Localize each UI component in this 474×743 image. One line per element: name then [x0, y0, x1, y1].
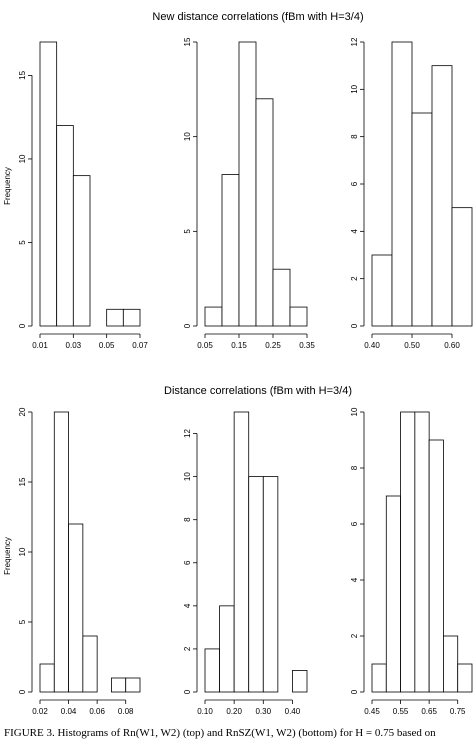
- y-tick-label: 4: [350, 229, 359, 234]
- bar: [431, 65, 453, 327]
- y-tick-label: 20: [18, 407, 27, 416]
- y-tick-label: 4: [183, 603, 192, 608]
- x-tick-label: 0.03: [66, 341, 82, 350]
- y-axis-label: Frequency: [3, 167, 12, 205]
- bar: [371, 663, 387, 693]
- bar: [400, 411, 416, 693]
- y-tick-label: 0: [18, 689, 27, 694]
- y-tick-label: 0: [183, 689, 192, 694]
- y-tick-label: 0: [350, 323, 359, 328]
- y-tick-label: 5: [18, 619, 27, 624]
- x-tick-label: 0.01: [32, 341, 48, 350]
- x-tick-label: 0.40: [285, 707, 301, 716]
- y-tick-label: 6: [350, 521, 359, 526]
- bar: [238, 41, 257, 327]
- x-tick-label: 0.60: [444, 341, 460, 350]
- x-tick-label: 0.30: [255, 707, 271, 716]
- y-tick-label: 5: [183, 229, 192, 234]
- bar: [428, 439, 444, 693]
- bar: [39, 41, 58, 327]
- bar: [255, 98, 274, 327]
- caption: FIGURE 3. Histograms of Rn(W1, W2) (top)…: [4, 727, 436, 739]
- y-tick-label: 4: [350, 577, 359, 582]
- x-tick-label: 0.75: [450, 707, 466, 716]
- y-tick-label: 10: [350, 84, 359, 93]
- bar: [233, 411, 250, 693]
- x-tick-label: 0.04: [61, 707, 77, 716]
- bar: [443, 635, 459, 693]
- y-tick-label: 6: [183, 560, 192, 565]
- x-tick-label: 0.35: [299, 341, 315, 350]
- x-tick-label: 0.10: [197, 707, 213, 716]
- bar: [122, 308, 141, 327]
- y-tick-label: 15: [183, 37, 192, 46]
- y-tick-label: 10: [350, 407, 359, 416]
- y-tick-label: 2: [183, 646, 192, 651]
- x-tick-label: 0.05: [99, 341, 115, 350]
- y-tick-label: 0: [18, 323, 27, 328]
- y-tick-label: 10: [18, 547, 27, 556]
- bar: [125, 677, 141, 693]
- bar: [457, 663, 473, 693]
- x-tick-label: 0.02: [32, 707, 48, 716]
- x-tick-label: 0.06: [89, 707, 105, 716]
- bar: [56, 125, 74, 327]
- bar: [451, 207, 473, 327]
- y-tick-label: 15: [18, 70, 27, 79]
- bar: [391, 41, 413, 327]
- y-tick-label: 8: [350, 134, 359, 139]
- bar: [219, 605, 235, 693]
- bar: [39, 663, 55, 693]
- y-tick-label: 2: [350, 276, 359, 281]
- y-tick-label: 2: [350, 633, 359, 638]
- x-tick-label: 0.15: [231, 341, 247, 350]
- bar: [272, 268, 291, 327]
- x-tick-label: 0.45: [364, 707, 380, 716]
- bar: [221, 174, 240, 327]
- y-tick-label: 5: [18, 240, 27, 245]
- bar: [411, 112, 433, 327]
- x-tick-label: 0.07: [132, 341, 148, 350]
- x-tick-label: 0.20: [226, 707, 242, 716]
- x-tick-label: 0.55: [393, 707, 409, 716]
- y-tick-label: 12: [350, 37, 359, 46]
- row-title: New distance correlations (fBm with H=3/…: [152, 11, 363, 23]
- bar: [204, 306, 223, 327]
- bar: [262, 476, 279, 693]
- bar: [68, 523, 84, 693]
- y-tick-label: 8: [350, 465, 359, 470]
- y-tick-label: 10: [183, 472, 192, 481]
- y-tick-label: 6: [350, 181, 359, 186]
- x-tick-label: 0.40: [364, 341, 380, 350]
- y-tick-label: 12: [183, 429, 192, 438]
- bar: [82, 635, 98, 693]
- y-tick-label: 10: [183, 132, 192, 141]
- bar: [289, 306, 308, 327]
- x-tick-label: 0.08: [118, 707, 134, 716]
- x-tick-label: 0.65: [421, 707, 437, 716]
- x-tick-label: 0.05: [197, 341, 213, 350]
- bar: [414, 411, 430, 693]
- bar: [106, 308, 124, 327]
- y-axis-label: Frequency: [3, 537, 12, 575]
- bar: [292, 670, 308, 693]
- bar: [385, 495, 401, 693]
- bar: [248, 476, 264, 693]
- row-title: Distance correlations (fBm with H=3/4): [164, 385, 352, 397]
- bar: [111, 677, 127, 693]
- bar: [204, 648, 220, 693]
- y-tick-label: 15: [18, 477, 27, 486]
- y-tick-label: 10: [18, 154, 27, 163]
- bar: [53, 411, 69, 693]
- x-tick-label: 0.25: [265, 341, 281, 350]
- y-tick-label: 0: [350, 689, 359, 694]
- x-tick-label: 0.50: [404, 341, 420, 350]
- bar: [371, 254, 393, 327]
- y-tick-label: 0: [183, 323, 192, 328]
- bar: [72, 175, 91, 327]
- y-tick-label: 8: [183, 517, 192, 522]
